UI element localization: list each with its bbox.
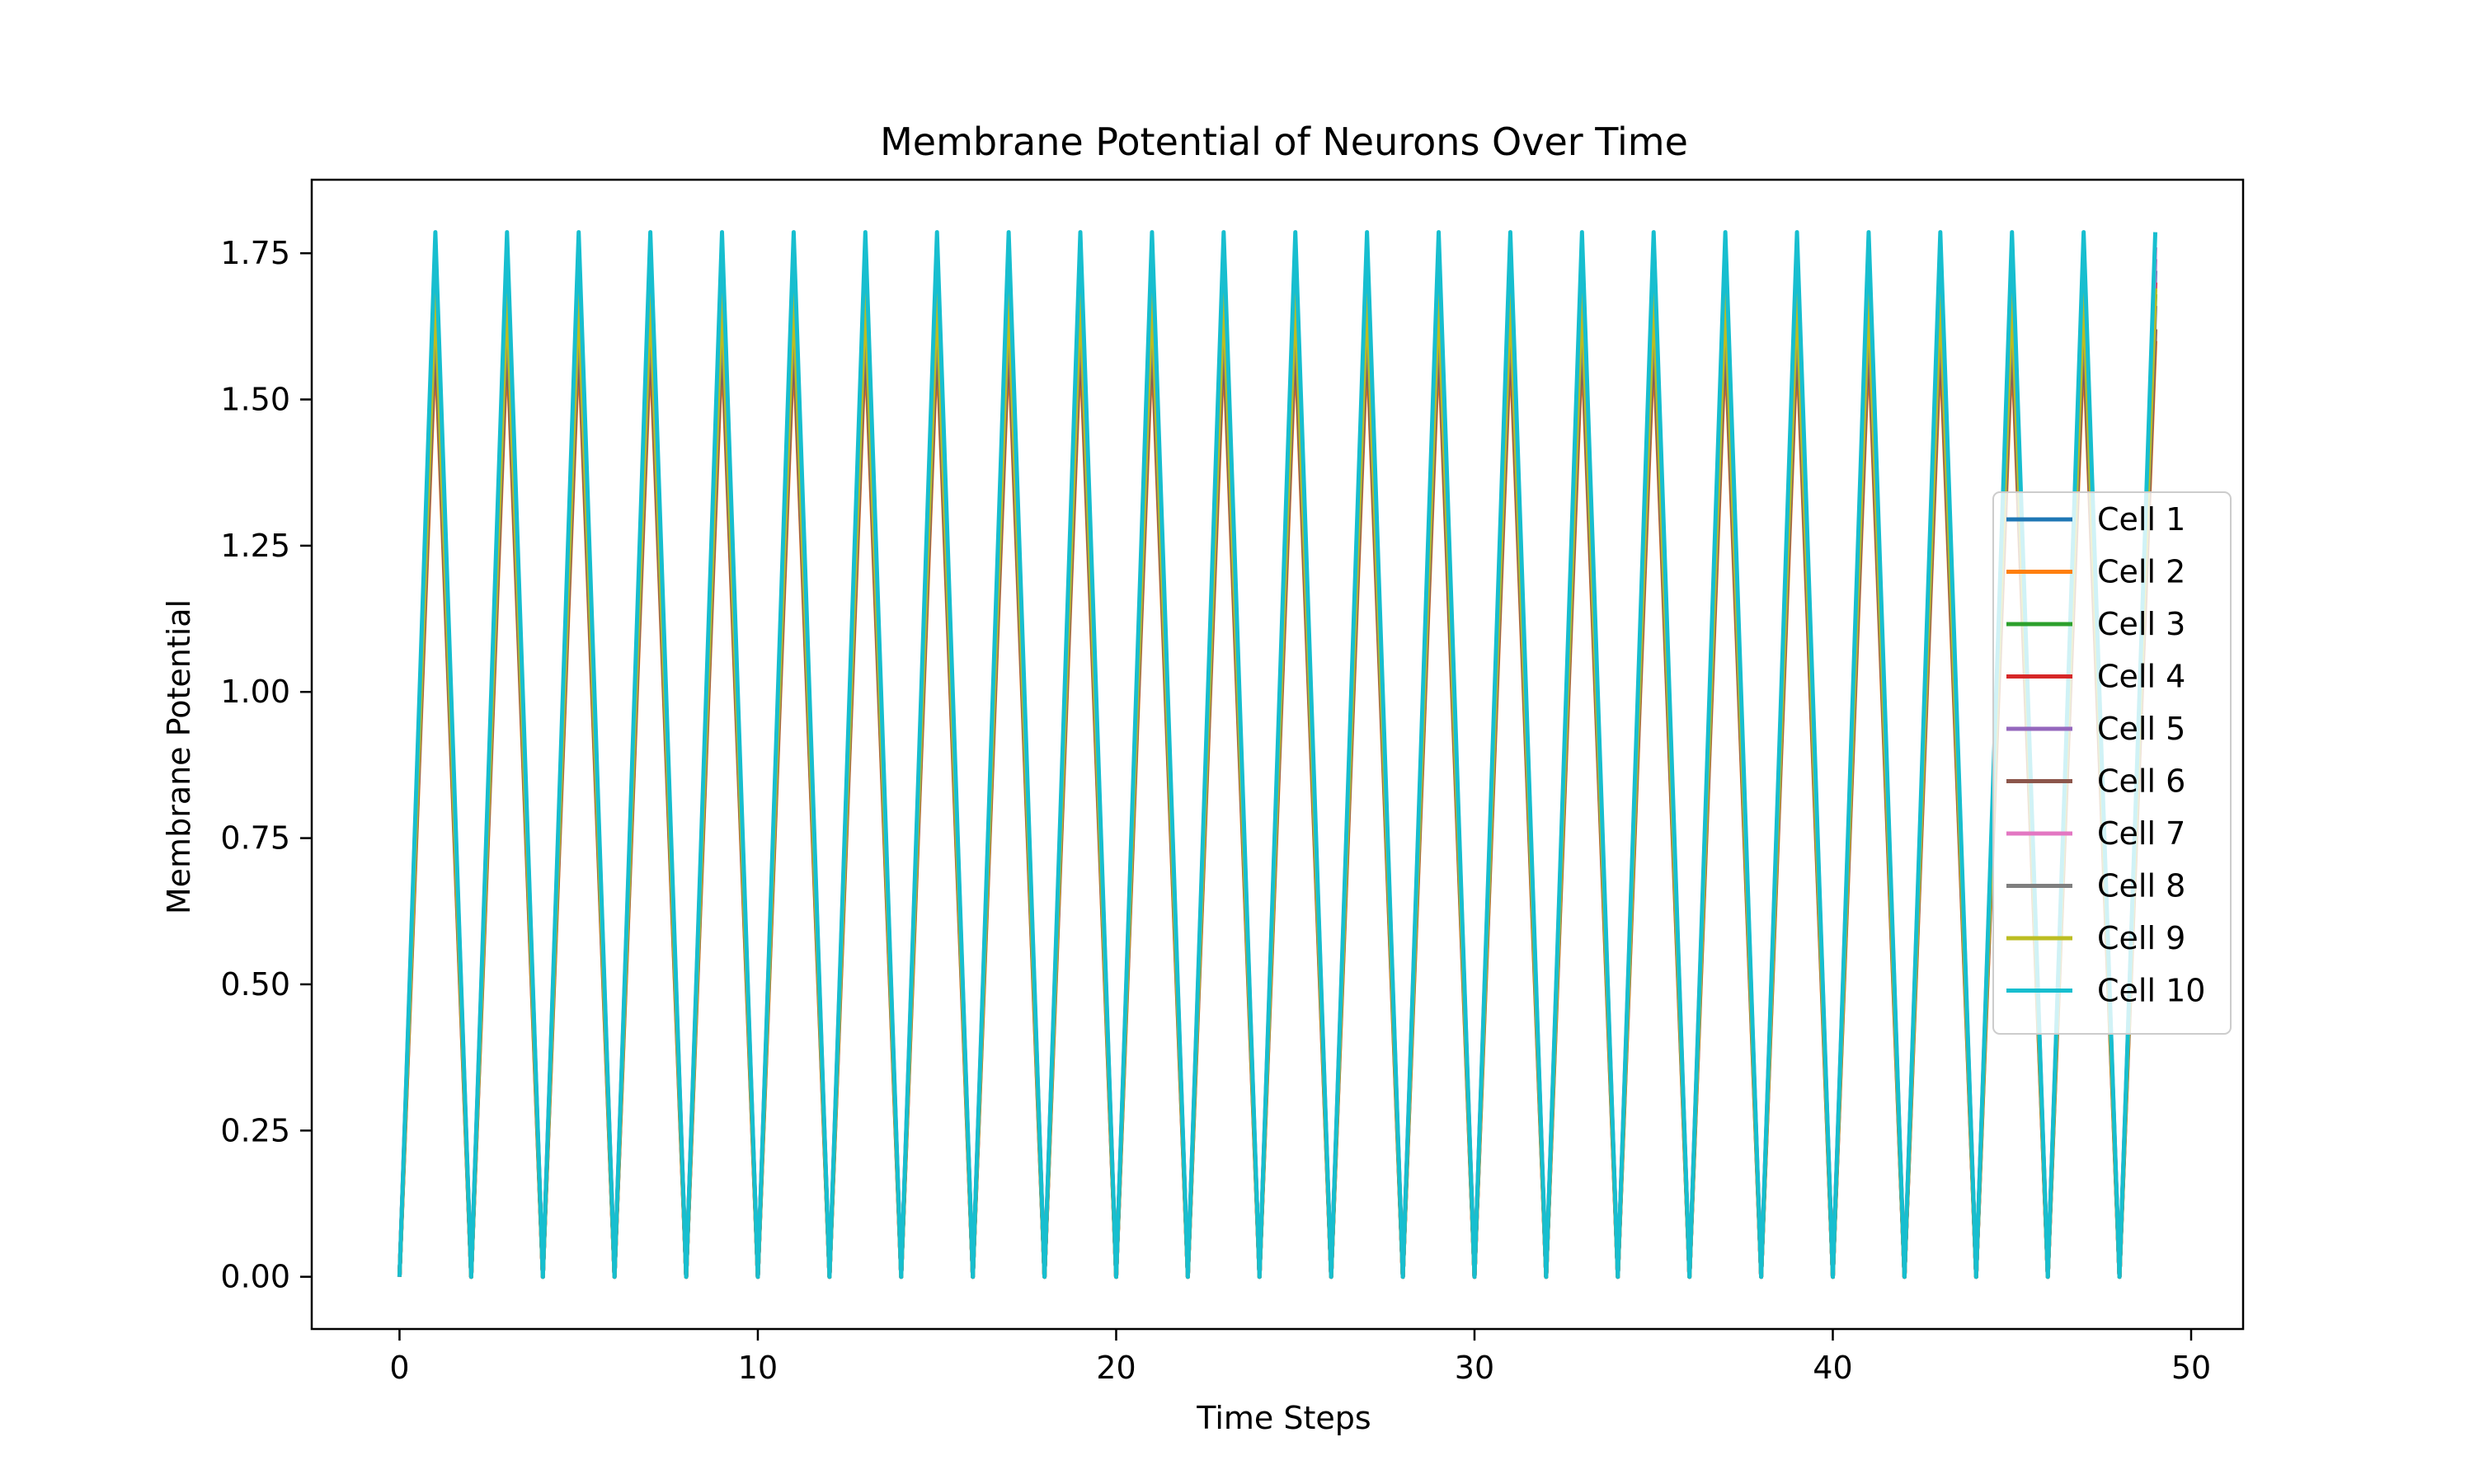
legend-label: Cell 10 bbox=[2097, 973, 2205, 1009]
chart-title: Membrane Potential of Neurons Over Time bbox=[880, 120, 1688, 164]
y-tick-label: 0.50 bbox=[220, 966, 290, 1003]
legend-item-cell-10: Cell 10 bbox=[2006, 973, 2205, 1009]
y-axis-label: Membrane Potential bbox=[161, 599, 197, 914]
legend-box bbox=[1992, 491, 2232, 1035]
legend-label: Cell 8 bbox=[2097, 868, 2185, 904]
legend-item-cell-6: Cell 6 bbox=[2006, 763, 2185, 800]
x-tick-label: 40 bbox=[1813, 1350, 1852, 1386]
legend-label: Cell 3 bbox=[2097, 606, 2185, 642]
legend-label: Cell 7 bbox=[2097, 815, 2185, 852]
y-tick-label: 1.00 bbox=[220, 674, 290, 710]
axes-frame bbox=[310, 178, 2245, 1331]
x-tick-label: 50 bbox=[2171, 1350, 2211, 1386]
y-tick-label: 0.00 bbox=[220, 1259, 290, 1295]
series-group bbox=[397, 230, 2158, 1280]
legend-item-cell-2: Cell 2 bbox=[2006, 554, 2185, 590]
legend-label: Cell 9 bbox=[2097, 920, 2185, 956]
x-tick-label: 0 bbox=[389, 1350, 409, 1386]
legend-item-cell-3: Cell 3 bbox=[2006, 606, 2185, 642]
x-tick-label: 10 bbox=[738, 1350, 778, 1386]
x-axis-label: Time Steps bbox=[1196, 1400, 1371, 1436]
legend-item-cell-4: Cell 4 bbox=[2006, 659, 2185, 695]
legend-label: Cell 2 bbox=[2097, 554, 2185, 590]
legend-item-cell-1: Cell 1 bbox=[2006, 501, 2185, 538]
legend-item-cell-8: Cell 8 bbox=[2006, 868, 2185, 904]
y-tick-label: 0.25 bbox=[220, 1112, 290, 1148]
legend-item-cell-5: Cell 5 bbox=[2006, 711, 2185, 747]
legend-label: Cell 4 bbox=[2097, 659, 2185, 695]
legend-label: Cell 5 bbox=[2097, 711, 2185, 747]
legend-item-cell-7: Cell 7 bbox=[2006, 815, 2185, 852]
series-line-cell-10 bbox=[397, 230, 2158, 1280]
legend-label: Cell 1 bbox=[2097, 501, 2185, 538]
legend: Cell 1 Cell 2 Cell 3 Cell 4 Cell 5 Cell 6 Cell… bbox=[1992, 491, 2232, 1035]
legend-item-cell-9: Cell 9 bbox=[2006, 920, 2185, 956]
y-tick-label: 1.25 bbox=[220, 528, 290, 564]
plot-area: 0 10 20 30 40 50 0.00 0.25 0.50 0.75 1.00 1.25 1.50 1… bbox=[220, 178, 2245, 1386]
x-tick-label: 30 bbox=[1455, 1350, 1494, 1386]
y-tick-label: 1.50 bbox=[220, 382, 290, 418]
x-tick-label: 20 bbox=[1096, 1350, 1136, 1386]
legend-label: Cell 6 bbox=[2097, 763, 2185, 800]
y-tick-label: 0.75 bbox=[220, 820, 290, 857]
y-tick-label: 1.75 bbox=[220, 235, 290, 271]
